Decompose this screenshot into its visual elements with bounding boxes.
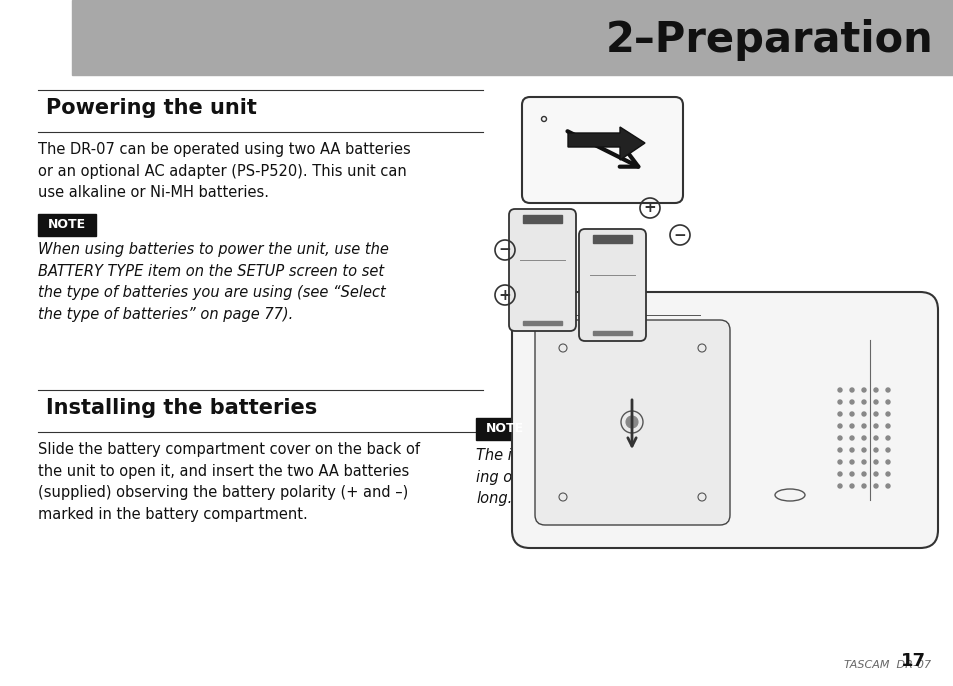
Ellipse shape bbox=[837, 412, 841, 416]
Ellipse shape bbox=[885, 436, 889, 440]
Ellipse shape bbox=[849, 388, 853, 392]
Text: The included alkaline batteries are for confirm-
ing operation of the unit and m: The included alkaline batteries are for … bbox=[476, 448, 829, 506]
Bar bbox=[71, 0, 953, 75]
Ellipse shape bbox=[862, 388, 865, 392]
Ellipse shape bbox=[862, 484, 865, 488]
Text: −: − bbox=[673, 228, 685, 242]
Text: 2–Preparation: 2–Preparation bbox=[605, 19, 933, 61]
Ellipse shape bbox=[873, 472, 877, 476]
Text: 17: 17 bbox=[900, 652, 925, 670]
Ellipse shape bbox=[837, 460, 841, 464]
Ellipse shape bbox=[862, 412, 865, 416]
Ellipse shape bbox=[849, 448, 853, 452]
Ellipse shape bbox=[849, 412, 853, 416]
Text: Powering the unit: Powering the unit bbox=[46, 98, 256, 118]
Ellipse shape bbox=[625, 416, 638, 428]
FancyBboxPatch shape bbox=[521, 97, 682, 203]
Ellipse shape bbox=[885, 424, 889, 428]
Ellipse shape bbox=[873, 484, 877, 488]
Ellipse shape bbox=[837, 436, 841, 440]
Ellipse shape bbox=[873, 460, 877, 464]
Ellipse shape bbox=[885, 460, 889, 464]
Ellipse shape bbox=[873, 448, 877, 452]
Text: Slide the battery compartment cover on the back of
the unit to open it, and inse: Slide the battery compartment cover on t… bbox=[38, 442, 419, 522]
Ellipse shape bbox=[837, 448, 841, 452]
Bar bbox=[522, 321, 561, 325]
Ellipse shape bbox=[837, 424, 841, 428]
Ellipse shape bbox=[862, 472, 865, 476]
Ellipse shape bbox=[837, 388, 841, 392]
FancyBboxPatch shape bbox=[509, 209, 576, 331]
Bar bbox=[593, 235, 631, 243]
Bar bbox=[593, 331, 631, 335]
Ellipse shape bbox=[837, 472, 841, 476]
Ellipse shape bbox=[837, 484, 841, 488]
Ellipse shape bbox=[862, 400, 865, 404]
Ellipse shape bbox=[873, 400, 877, 404]
Ellipse shape bbox=[885, 484, 889, 488]
Bar bbox=[522, 215, 561, 223]
FancyBboxPatch shape bbox=[535, 320, 729, 525]
Ellipse shape bbox=[873, 424, 877, 428]
Ellipse shape bbox=[862, 460, 865, 464]
Ellipse shape bbox=[873, 388, 877, 392]
Text: +: + bbox=[643, 200, 656, 215]
Bar bbox=[38, 214, 96, 236]
Ellipse shape bbox=[849, 436, 853, 440]
Bar bbox=[476, 418, 534, 440]
Ellipse shape bbox=[862, 436, 865, 440]
Text: NOTE: NOTE bbox=[485, 423, 523, 436]
Text: Installing the batteries: Installing the batteries bbox=[46, 398, 317, 418]
Ellipse shape bbox=[849, 472, 853, 476]
Ellipse shape bbox=[885, 412, 889, 416]
Ellipse shape bbox=[862, 424, 865, 428]
Ellipse shape bbox=[885, 448, 889, 452]
Ellipse shape bbox=[873, 412, 877, 416]
Ellipse shape bbox=[885, 400, 889, 404]
Ellipse shape bbox=[862, 448, 865, 452]
FancyBboxPatch shape bbox=[512, 292, 937, 548]
Text: The DR-07 can be operated using two AA batteries
or an optional AC adapter (PS-P: The DR-07 can be operated using two AA b… bbox=[38, 142, 411, 200]
Ellipse shape bbox=[885, 472, 889, 476]
Ellipse shape bbox=[873, 436, 877, 440]
Ellipse shape bbox=[849, 400, 853, 404]
Text: +: + bbox=[498, 287, 511, 303]
Ellipse shape bbox=[837, 400, 841, 404]
Text: When using batteries to power the unit, use the
BATTERY TYPE item on the SETUP s: When using batteries to power the unit, … bbox=[38, 242, 389, 322]
Text: −: − bbox=[498, 242, 511, 257]
Ellipse shape bbox=[885, 388, 889, 392]
Text: TASCAM  DR-07: TASCAM DR-07 bbox=[843, 660, 930, 670]
Ellipse shape bbox=[849, 484, 853, 488]
Text: NOTE: NOTE bbox=[48, 219, 86, 231]
Ellipse shape bbox=[849, 424, 853, 428]
Ellipse shape bbox=[849, 460, 853, 464]
Polygon shape bbox=[567, 127, 644, 160]
FancyBboxPatch shape bbox=[578, 229, 645, 341]
